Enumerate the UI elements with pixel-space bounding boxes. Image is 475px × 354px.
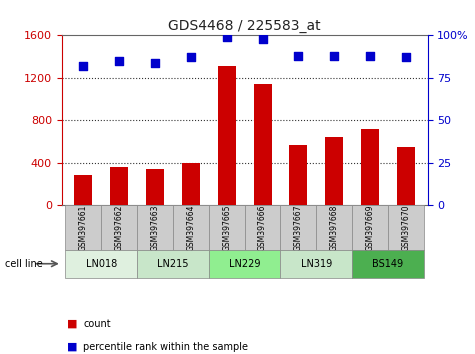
- Text: GSM397666: GSM397666: [258, 204, 267, 251]
- FancyBboxPatch shape: [66, 250, 137, 278]
- FancyBboxPatch shape: [352, 205, 388, 250]
- Text: GSM397668: GSM397668: [330, 204, 339, 251]
- Bar: [397, 147, 415, 205]
- Text: GSM397662: GSM397662: [114, 204, 124, 251]
- Text: GSM397670: GSM397670: [401, 204, 410, 251]
- Text: GSM397667: GSM397667: [294, 204, 303, 251]
- FancyBboxPatch shape: [101, 205, 137, 250]
- Text: BS149: BS149: [372, 259, 404, 269]
- Text: LN229: LN229: [229, 259, 260, 269]
- Bar: [254, 84, 272, 205]
- Bar: [182, 164, 200, 205]
- FancyBboxPatch shape: [245, 205, 280, 250]
- Point: [259, 36, 266, 42]
- Text: LN018: LN018: [86, 259, 117, 269]
- Bar: [74, 175, 92, 205]
- Text: LN215: LN215: [157, 259, 189, 269]
- FancyBboxPatch shape: [137, 205, 173, 250]
- Bar: [218, 66, 236, 205]
- FancyBboxPatch shape: [66, 205, 101, 250]
- Text: GSM397663: GSM397663: [151, 204, 160, 251]
- Point: [187, 55, 195, 60]
- Bar: [289, 145, 307, 205]
- Text: ■: ■: [66, 319, 77, 329]
- Point: [294, 53, 302, 59]
- Point: [366, 53, 374, 59]
- FancyBboxPatch shape: [209, 250, 280, 278]
- Text: count: count: [83, 319, 111, 329]
- Point: [331, 53, 338, 59]
- Text: percentile rank within the sample: percentile rank within the sample: [83, 342, 248, 352]
- FancyBboxPatch shape: [316, 205, 352, 250]
- Text: LN319: LN319: [301, 259, 332, 269]
- FancyBboxPatch shape: [280, 205, 316, 250]
- Bar: [110, 167, 128, 205]
- Point: [79, 63, 87, 69]
- Point: [402, 55, 410, 60]
- FancyBboxPatch shape: [352, 250, 424, 278]
- Title: GDS4468 / 225583_at: GDS4468 / 225583_at: [168, 19, 321, 33]
- Point: [151, 60, 159, 65]
- Point: [223, 34, 230, 40]
- Text: GSM397665: GSM397665: [222, 204, 231, 251]
- FancyBboxPatch shape: [137, 250, 209, 278]
- Text: GSM397664: GSM397664: [186, 204, 195, 251]
- Text: GSM397669: GSM397669: [366, 204, 375, 251]
- Text: GSM397661: GSM397661: [79, 204, 88, 251]
- FancyBboxPatch shape: [173, 205, 209, 250]
- Text: cell line: cell line: [5, 259, 42, 269]
- Bar: [146, 169, 164, 205]
- FancyBboxPatch shape: [280, 250, 352, 278]
- Text: ■: ■: [66, 342, 77, 352]
- FancyBboxPatch shape: [209, 205, 245, 250]
- Bar: [325, 137, 343, 205]
- Point: [115, 58, 123, 64]
- Bar: [361, 129, 379, 205]
- FancyBboxPatch shape: [388, 205, 424, 250]
